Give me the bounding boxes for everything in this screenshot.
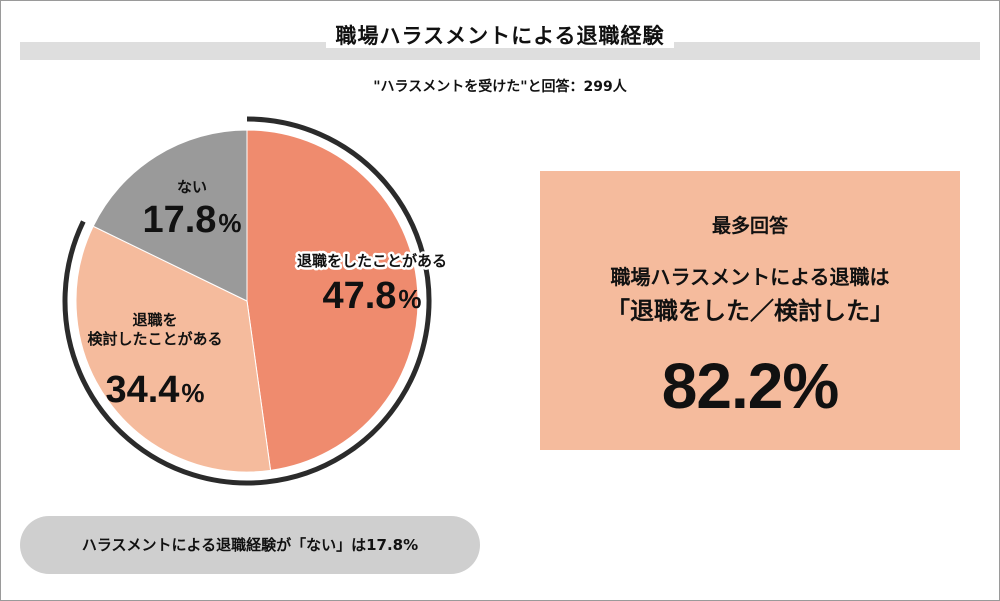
slice-label: 検討したことがある bbox=[87, 330, 222, 348]
callout-value: 82.2% bbox=[661, 350, 839, 422]
highlight-callout: 最多回答 職場ハラスメントによる退職は 「退職をした／検討した」 82.2% bbox=[540, 171, 960, 450]
slice-label: ない bbox=[177, 178, 207, 196]
pie-slice bbox=[92, 129, 248, 302]
footnote-pill: ハラスメントによる退職経験が「ない」は17.8% bbox=[20, 516, 480, 574]
highlight-arc bbox=[62, 116, 432, 486]
slice-value-label: 34.4% bbox=[105, 369, 204, 411]
slice-value-label: 17.8% bbox=[142, 199, 241, 241]
slice-label: 退職を bbox=[132, 311, 177, 329]
slice-label: 退職をしたことがある bbox=[297, 252, 447, 270]
chart-subtitle: "ハラスメントを受けた"と回答：299人 bbox=[373, 79, 627, 95]
slice-label-halo: 退職をしたことがある bbox=[297, 252, 447, 270]
callout-heading: 最多回答 bbox=[711, 215, 788, 237]
pie-slice bbox=[246, 129, 419, 471]
callout-line1: 職場ハラスメントによる退職は bbox=[610, 265, 890, 289]
title-band bbox=[20, 42, 980, 60]
chart-title-wrap: 職場ハラスメントによる退職経験 bbox=[0, 20, 1000, 50]
slice-value-label: 47.8% bbox=[322, 275, 421, 317]
pie-slice bbox=[75, 225, 272, 473]
callout-line2: 「退職をした／検討した」 bbox=[606, 297, 894, 325]
chart-title: 職場ハラスメントによる退職経験 bbox=[325, 24, 675, 48]
